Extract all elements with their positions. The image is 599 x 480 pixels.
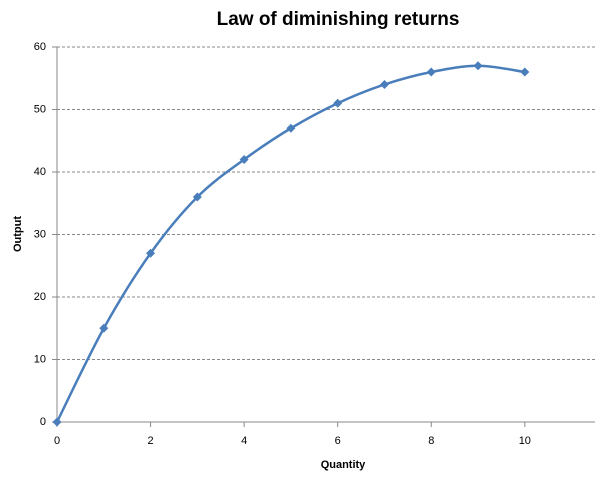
data-point [99,323,109,333]
y-tick-label: 60 [34,41,46,53]
data-point [192,192,202,202]
y-tick-label: 20 [34,291,46,303]
x-tick-label: 10 [519,435,531,447]
y-axis-title: Output [12,216,24,252]
x-tick-label: 8 [428,435,434,447]
data-point [146,248,156,258]
data-line [55,64,525,423]
chart-title: Law of diminishing returns [217,9,460,30]
data-point [426,67,436,77]
y-tick-label: 30 [34,228,46,240]
data-point [473,61,483,71]
data-point [286,123,296,133]
x-axis-title: Quantity [321,459,366,471]
data-point [52,417,62,427]
x-tick-label: 0 [54,435,60,447]
x-tick-label: 2 [148,435,154,447]
x-tick-label: 6 [335,435,341,447]
y-tick-label: 10 [34,353,46,365]
data-point [520,67,530,77]
x-tick-label: 4 [241,435,247,447]
y-tick-label: 0 [40,416,46,428]
y-tick-label: 40 [34,166,46,178]
data-point [379,80,389,89]
y-tick-label: 50 [34,103,46,115]
data-point [333,98,343,108]
data-point [239,155,249,164]
